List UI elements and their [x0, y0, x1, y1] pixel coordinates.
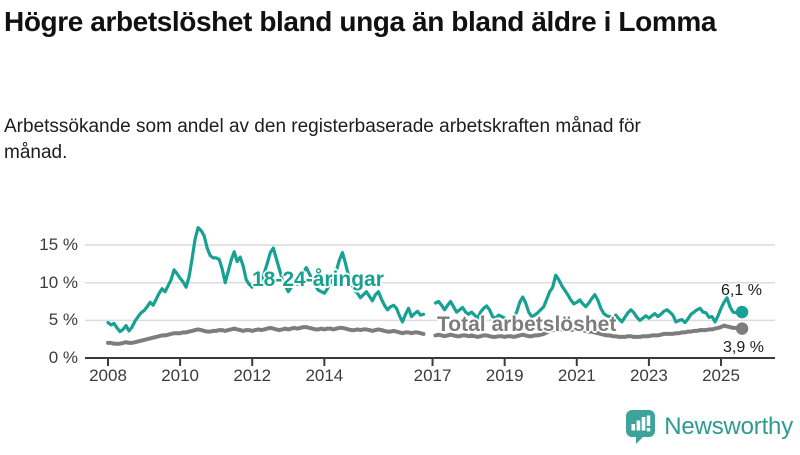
series-line-0 [106, 323, 745, 346]
newsworthy-logo: Newsworthy [626, 410, 793, 444]
y-axis-label: 0 % [48, 348, 78, 367]
x-axis-label: 2008 [89, 366, 127, 385]
page-title: Högre arbetslöshet bland unga än bland ä… [4, 6, 716, 37]
newsworthy-logo-icon [626, 410, 656, 444]
x-axis-label: 2021 [557, 366, 596, 385]
newsworthy-wordmark: Newsworthy [664, 413, 793, 440]
series-end-dot-1 [735, 305, 749, 319]
series-label-youth: 18-24-åringar [252, 268, 384, 291]
x-axis-label: 2025 [702, 366, 740, 385]
y-axis-label: 15 % [39, 235, 78, 255]
y-axis-label: 10 % [39, 272, 78, 292]
x-axis-label: 2017 [413, 366, 452, 385]
end-value-label-total: 3,9 % [723, 339, 764, 356]
end-value-label-youth: 6,1 % [721, 282, 762, 299]
series-line-1 [106, 226, 744, 334]
x-axis-label: 2023 [629, 366, 668, 385]
x-axis-label: 2019 [485, 366, 524, 385]
chart-subtitle: Arbetssökande som andel av den registerb… [4, 116, 641, 164]
series-end-dot-0 [735, 322, 749, 335]
x-axis-label: 2012 [233, 366, 272, 385]
x-axis-label: 2014 [305, 366, 344, 385]
series-label-total: Total arbetslöshet [437, 313, 617, 336]
x-axis-label: 2010 [161, 366, 200, 385]
y-axis-label: 5 % [48, 310, 78, 330]
